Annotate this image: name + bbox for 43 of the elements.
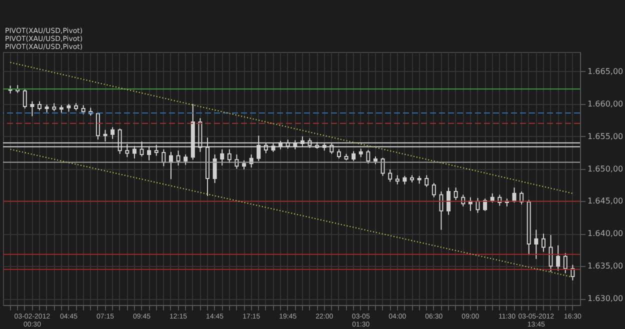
candlestick	[22, 88, 27, 109]
y-tick-label: 1.665,00	[588, 66, 624, 76]
candlestick	[432, 182, 436, 198]
candlestick	[548, 234, 553, 272]
candlestick	[184, 154, 188, 166]
y-tick-label: 1.660,00	[588, 99, 624, 108]
candlestick	[541, 233, 546, 252]
candlestick	[336, 148, 341, 159]
candlestick	[520, 190, 524, 205]
candlestick	[212, 154, 217, 184]
candlestick	[96, 112, 100, 140]
candlestick	[424, 174, 429, 188]
candlestick	[556, 244, 560, 272]
candlestick	[563, 252, 568, 274]
candlestick	[570, 264, 575, 281]
candlestick	[534, 229, 538, 260]
candlestick	[446, 187, 451, 216]
candlestick	[176, 150, 180, 166]
candlestick	[395, 174, 400, 185]
candlestick	[439, 190, 444, 230]
y-tick-label: 1.645,00	[588, 196, 624, 206]
candlestick	[162, 148, 166, 167]
y-tick-label: 1.650,00	[588, 164, 624, 174]
candlestick	[352, 150, 356, 162]
candlestick	[110, 126, 115, 140]
y-tick-label: 1.640,00	[588, 229, 624, 238]
candlestick	[483, 198, 488, 212]
candlestick	[227, 148, 232, 164]
candlestick	[454, 187, 458, 200]
candlestick	[476, 197, 480, 214]
candlestick	[366, 149, 370, 164]
candlestick	[234, 154, 239, 170]
candlestick	[242, 160, 246, 170]
y-tick-label: 1.635,00	[588, 262, 624, 271]
candlestick	[220, 148, 224, 166]
candlestick	[388, 168, 392, 182]
y-tick-label: 1.630,00	[588, 294, 624, 304]
y-tick-label: 1.655,00	[588, 132, 624, 141]
candlestick	[38, 100, 42, 111]
candlestick	[168, 151, 173, 180]
candlestick	[81, 104, 86, 115]
candlestick	[380, 157, 385, 176]
candlestick	[30, 100, 34, 117]
